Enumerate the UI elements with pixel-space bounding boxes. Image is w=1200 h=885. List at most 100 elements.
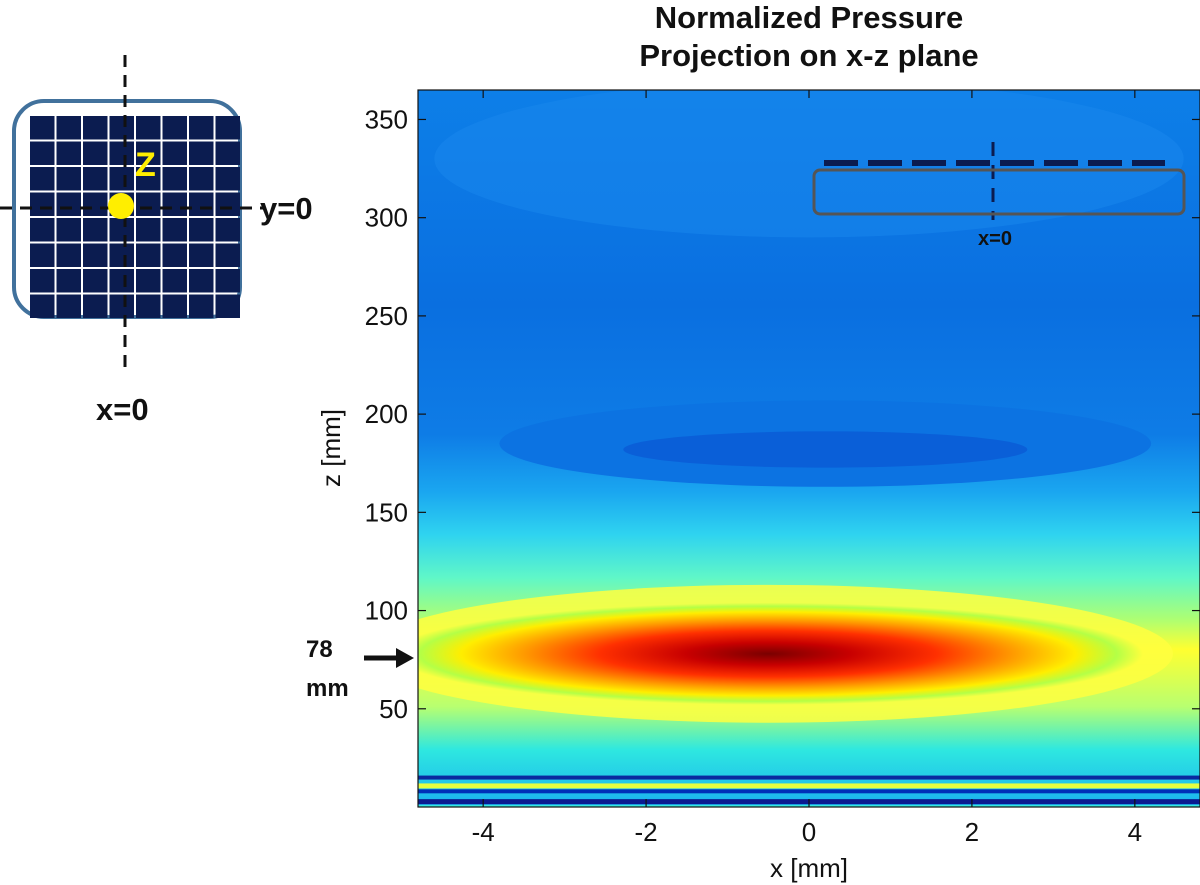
transducer-element [136, 294, 161, 318]
transducer-element [136, 218, 161, 242]
transducer-element [136, 192, 161, 216]
transducer-element [215, 192, 240, 216]
y-tick-label: 50 [379, 694, 408, 724]
upper-field-lobe [434, 90, 1184, 238]
x-tick-label: 2 [965, 817, 979, 847]
transducer-element [109, 141, 134, 165]
transducer-element [162, 269, 187, 293]
y-axis-ticks: 50 100 150 200 250 300 350 [365, 104, 1200, 724]
chart-title-line-2: Projection on x-z plane [639, 38, 979, 73]
transducer-element [30, 294, 55, 318]
near-field-band [418, 789, 1200, 794]
transducer-element [30, 192, 55, 216]
transducer-element [56, 167, 81, 191]
transducer-element [162, 192, 187, 216]
x-tick-label: -4 [472, 817, 495, 847]
transducer-element [109, 116, 134, 140]
transducer-element [83, 243, 108, 267]
transducer-element [136, 167, 161, 191]
side-view-x0-label: x=0 [978, 228, 1012, 250]
transducer-element [30, 167, 55, 191]
transducer-element [162, 243, 187, 267]
near-field-band [418, 783, 1200, 789]
transducer-element [30, 116, 55, 140]
transducer-element [136, 116, 161, 140]
x-axis-ticks: -4 -2 0 2 4 [472, 90, 1142, 847]
near-field-band [418, 775, 1200, 780]
transducer-element [109, 269, 134, 293]
x-axis-label: x [mm] [770, 853, 848, 883]
y-tick-label: 150 [365, 497, 408, 527]
transducer-element [189, 141, 214, 165]
transducer-element [189, 116, 214, 140]
z-axis-label: Z [135, 146, 156, 184]
transducer-element [215, 167, 240, 191]
y0-label: y=0 [260, 191, 313, 226]
transducer-element [215, 243, 240, 267]
transducer-element [189, 243, 214, 267]
transducer-element [56, 243, 81, 267]
transducer-element [83, 141, 108, 165]
transducer-element [83, 269, 108, 293]
transducer-element [189, 294, 214, 318]
y-tick-label: 350 [365, 104, 408, 134]
y-axis-label: z [mm] [316, 409, 346, 487]
heatmap [418, 90, 1200, 807]
y-tick-label: 250 [365, 301, 408, 331]
transducer-element [136, 269, 161, 293]
transducer-element [56, 116, 81, 140]
transducer-element [136, 243, 161, 267]
transducer-element [162, 294, 187, 318]
transducer-element [83, 192, 108, 216]
annotation-depth-unit: mm [306, 675, 349, 702]
transducer-element [162, 167, 187, 191]
arrow-head [396, 648, 414, 668]
x0-label: x=0 [96, 392, 149, 427]
transducer-element [136, 141, 161, 165]
x-tick-label: 0 [802, 817, 816, 847]
transducer-element [162, 218, 187, 242]
transducer-element [189, 218, 214, 242]
chart-title-line-1: Normalized Pressure [654, 0, 964, 35]
transducer-element [109, 243, 134, 267]
transducer-element [30, 218, 55, 242]
side-view-inset: x=0 [812, 142, 1186, 250]
transducer-element [215, 218, 240, 242]
transducer-element [30, 269, 55, 293]
annotation-depth-value: 78 [306, 636, 333, 663]
y-tick-label: 300 [365, 203, 408, 233]
transducer-element [215, 141, 240, 165]
side-view-array [812, 168, 1186, 216]
transducer-element [189, 192, 214, 216]
y-tick-label: 100 [365, 596, 408, 626]
transducer-element [56, 141, 81, 165]
transducer-element [215, 294, 240, 318]
secondary-lobe-inner [623, 431, 1028, 468]
transducer-element [109, 167, 134, 191]
focal-peak [418, 602, 1143, 705]
transducer-element [162, 141, 187, 165]
transducer-element [56, 192, 81, 216]
x-tick-label: -2 [635, 817, 658, 847]
transducer-element [83, 116, 108, 140]
transducer-element [215, 116, 240, 140]
transducer-element [83, 167, 108, 191]
transducer-element [109, 218, 134, 242]
front-view-inset: Z y=0 x=0 [0, 55, 313, 427]
transducer-element [189, 269, 214, 293]
transducer-element [30, 243, 55, 267]
y-tick-label: 200 [365, 399, 408, 429]
transducer-element [189, 167, 214, 191]
transducer-element [83, 294, 108, 318]
transducer-element [162, 116, 187, 140]
focal-depth-annotation: 78 mm [306, 636, 414, 702]
x-tick-label: 4 [1128, 817, 1142, 847]
transducer-element [56, 218, 81, 242]
transducer-element [215, 269, 240, 293]
z-axis-dot [108, 193, 134, 219]
transducer-element [56, 294, 81, 318]
transducer-element [30, 141, 55, 165]
transducer-element [109, 294, 134, 318]
transducer-element-grid [30, 116, 240, 318]
